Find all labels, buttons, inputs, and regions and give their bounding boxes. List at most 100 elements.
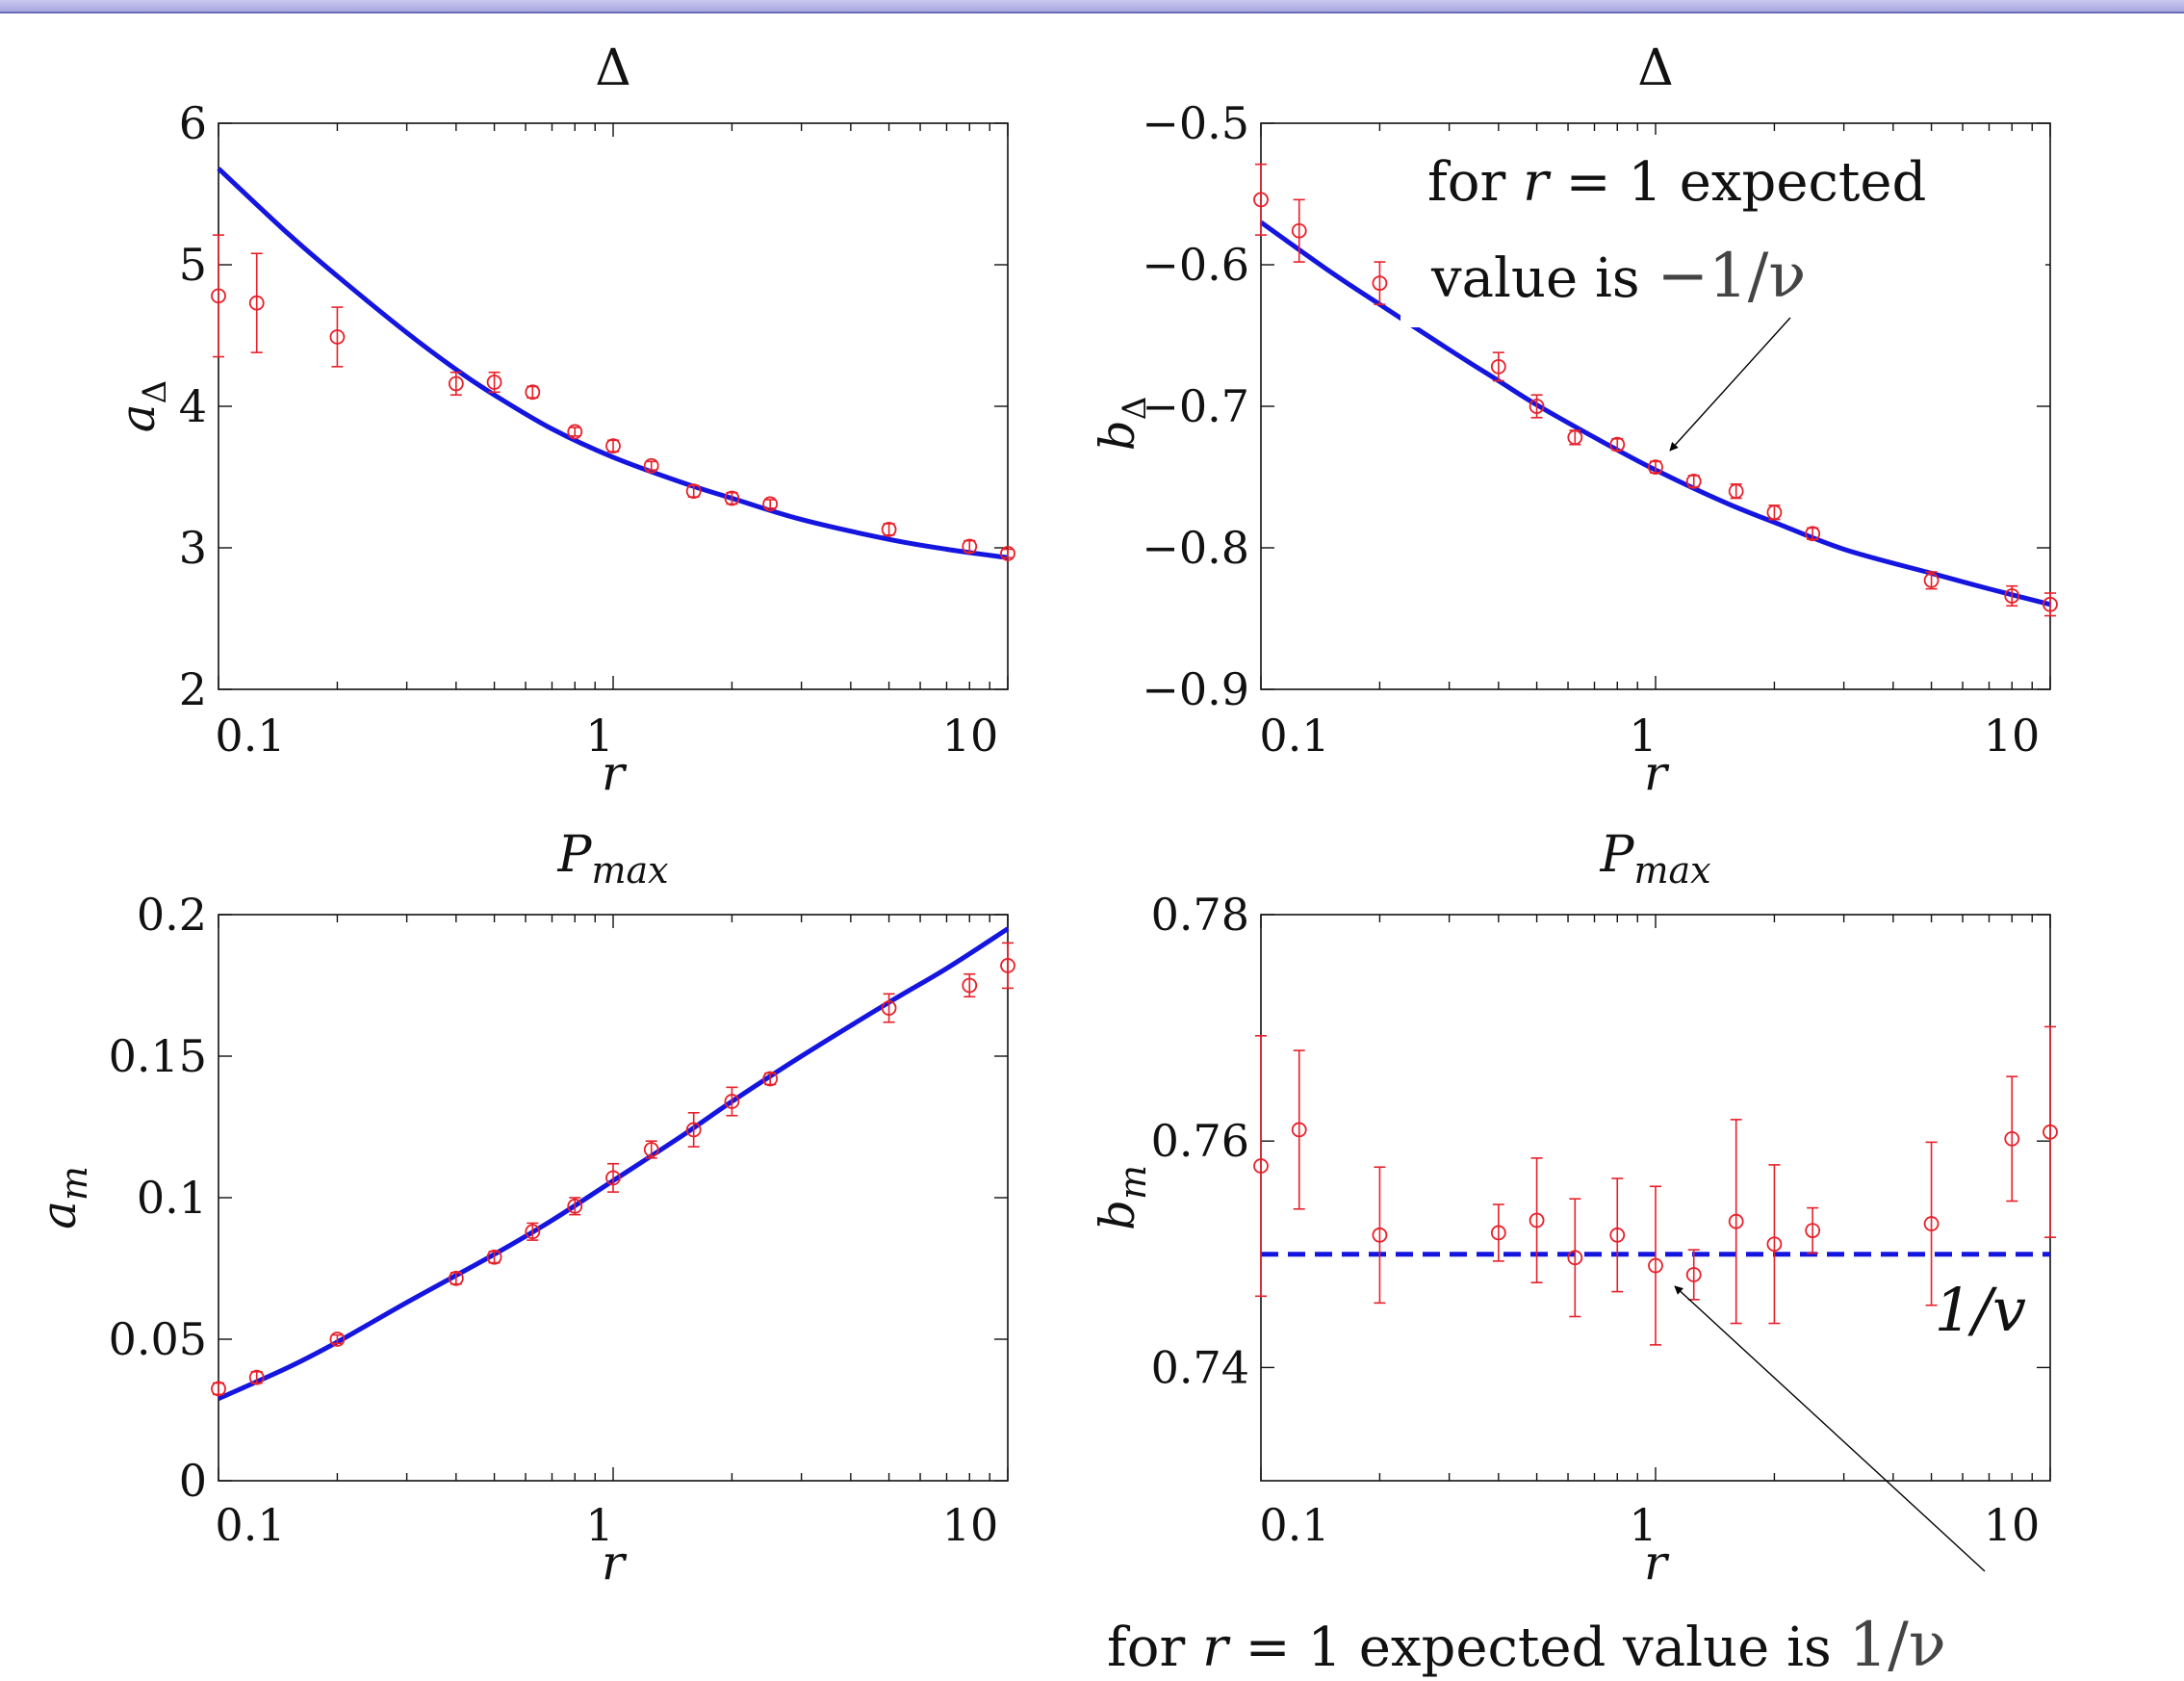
fit-line xyxy=(217,167,1009,560)
data-point xyxy=(1253,1158,1269,1174)
svg-text:am: am xyxy=(31,1166,95,1229)
x-tick-label: 10 xyxy=(1984,1499,2041,1551)
annotation-value: −1/ν xyxy=(1657,241,1806,312)
reference-line-label: 1/v xyxy=(1935,1275,2026,1345)
data-point xyxy=(2004,1130,2020,1147)
axis-ticks xyxy=(218,914,1009,1482)
data-points-group xyxy=(1253,1025,2058,1346)
y-tick-label: 2 xyxy=(179,663,207,715)
panel-b-m: Pmax r bm 0.1 1 10 0.74 0.76 0.78 1/v xyxy=(1090,826,2058,1590)
y-tick-label: 4 xyxy=(179,380,207,432)
data-point xyxy=(1529,399,1545,414)
panel-title: Δ xyxy=(1637,39,1674,97)
data-point xyxy=(643,1142,659,1157)
svg-text:aΔ: aΔ xyxy=(110,380,174,432)
y-axis-label-sub: Δ xyxy=(136,380,174,404)
y-tick-label: −0.8 xyxy=(1142,522,1249,574)
data-point xyxy=(2043,596,2058,612)
x-axis-label: r xyxy=(602,1535,628,1590)
data-point xyxy=(1685,1267,1702,1282)
x-tick-label: 1 xyxy=(585,710,613,762)
data-point xyxy=(1805,1223,1821,1239)
data-point xyxy=(962,538,978,555)
bottom-annotation-var: r xyxy=(1202,1616,1231,1679)
x-axis-label: r xyxy=(602,745,628,801)
data-point xyxy=(1766,504,1783,521)
panel-title-sub: max xyxy=(1633,849,1710,892)
data-point xyxy=(962,977,978,994)
data-point xyxy=(1000,958,1015,973)
x-axis-label: r xyxy=(1644,1535,1670,1590)
x-tick-label: 10 xyxy=(1984,710,2041,762)
annotation-eq: = 1 expected xyxy=(1566,151,1927,214)
data-point xyxy=(567,424,583,440)
data-point xyxy=(1372,275,1388,292)
data-point xyxy=(1567,429,1583,446)
fit-line xyxy=(1259,220,2051,608)
y-tick-labels: 0.74 0.76 0.78 xyxy=(1151,889,1249,1393)
y-tick-label: 0.05 xyxy=(109,1313,207,1365)
data-point xyxy=(605,1170,621,1186)
annotation-box xyxy=(1400,135,2045,327)
y-tick-label: 5 xyxy=(179,239,207,291)
bottom-annotation-eq: = 1 expected value is xyxy=(1246,1616,1832,1679)
y-tick-label: 0.2 xyxy=(137,889,207,941)
x-tick-label: 0.1 xyxy=(1259,710,1329,762)
data-point xyxy=(2043,1124,2058,1140)
data-point xyxy=(525,384,541,401)
y-axis-label-main: b xyxy=(1090,420,1145,451)
y-tick-label: −0.9 xyxy=(1142,663,1249,715)
plot-frame xyxy=(218,122,1009,690)
annotation-var: r xyxy=(1523,151,1552,214)
data-point xyxy=(486,375,502,390)
y-tick-labels: −0.9 −0.8 −0.7 −0.6 −0.5 xyxy=(1142,97,1249,715)
data-point xyxy=(1490,358,1506,375)
panel-title-main: P xyxy=(556,826,592,884)
x-tick-labels: 0.1 1 10 xyxy=(1259,1499,2040,1551)
y-tick-label: −0.5 xyxy=(1142,97,1249,149)
data-point xyxy=(724,490,740,506)
data-points-group xyxy=(1253,163,2058,617)
x-tick-label: 1 xyxy=(1629,710,1657,762)
panel-title: Δ xyxy=(595,39,631,97)
y-tick-labels: 0 0.05 0.1 0.15 0.2 xyxy=(109,889,207,1507)
x-tick-label: 0.1 xyxy=(215,710,285,762)
data-point xyxy=(448,375,464,392)
annotation-arrow xyxy=(1674,1285,1986,1572)
data-point xyxy=(1728,483,1744,500)
svg-text:bΔ: bΔ xyxy=(1090,397,1154,452)
data-point xyxy=(1372,1227,1388,1243)
y-tick-label: 3 xyxy=(179,522,207,574)
panel-b-delta: Δ r bΔ 0.1 1 10 −0.9 −0.8 −0.7 −0.6 −0.5… xyxy=(1090,39,2058,801)
x-tick-label: 10 xyxy=(942,1499,999,1551)
data-point xyxy=(762,1071,779,1087)
x-axis-label: r xyxy=(1644,745,1670,801)
y-axis-label-sub: m xyxy=(53,1166,95,1201)
y-tick-label: 0.76 xyxy=(1151,1115,1249,1167)
data-point xyxy=(1648,459,1663,476)
y-axis-label-sub: m xyxy=(1112,1165,1154,1200)
y-axis-label-main: a xyxy=(110,403,166,432)
data-point xyxy=(685,1122,702,1138)
y-axis-label: bΔ xyxy=(1090,397,1154,452)
data-point xyxy=(211,288,226,304)
data-point xyxy=(1291,222,1307,239)
axis-ticks xyxy=(218,122,1009,690)
data-points-group xyxy=(211,942,1015,1397)
data-point xyxy=(248,295,265,311)
data-point xyxy=(329,329,346,345)
x-tick-label: 0.1 xyxy=(1259,1499,1329,1551)
y-tick-label: 0 xyxy=(179,1455,207,1507)
data-point xyxy=(448,1270,464,1286)
data-point xyxy=(881,521,897,537)
data-point xyxy=(1685,474,1702,489)
data-point xyxy=(2004,588,2020,604)
panel-a-m: Pmax r am 0.1 1 10 0 0.05 0.1 0.15 0.2 xyxy=(31,826,1015,1590)
data-point xyxy=(881,1000,897,1016)
data-point xyxy=(1291,1122,1307,1138)
annotation-line-1: for r = 1 expected xyxy=(1427,151,1926,214)
panel-title: Pmax xyxy=(556,826,668,892)
data-point xyxy=(1000,545,1015,561)
data-point xyxy=(1253,192,1269,208)
